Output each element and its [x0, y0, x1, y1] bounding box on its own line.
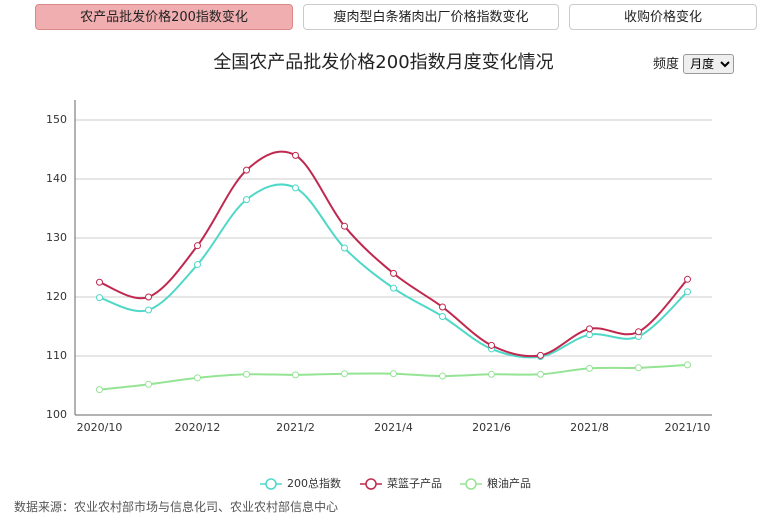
data-point: [390, 370, 397, 378]
data-point: [341, 244, 348, 252]
x-tick-label: 2021/4: [374, 421, 413, 434]
x-tick-label: 2021/10: [665, 421, 711, 434]
data-point: [341, 370, 348, 378]
data-point: [635, 328, 642, 336]
data-point: [145, 380, 152, 388]
legend-label: 粮油产品: [487, 476, 531, 490]
data-point: [684, 275, 691, 283]
data-point: [145, 306, 152, 314]
legend-marker: [365, 478, 377, 490]
data-point: [96, 278, 103, 286]
frequency-select[interactable]: 月度: [683, 54, 735, 74]
data-point: [439, 303, 446, 311]
y-tick-label: 140: [46, 172, 67, 185]
y-tick-label: 100: [46, 408, 67, 421]
tab[interactable]: 农产品批发价格200指数变化: [35, 4, 293, 30]
series-line: [99, 363, 688, 391]
x-tick-label: 2021/8: [570, 421, 609, 434]
y-tick-label: 150: [46, 113, 67, 126]
data-point: [586, 325, 593, 333]
tab[interactable]: 瘦肉型白条猪肉出厂价格指数变化: [303, 4, 559, 30]
y-tick-label: 120: [46, 290, 67, 303]
data-point: [439, 312, 446, 320]
data-point: [341, 222, 348, 230]
tab[interactable]: 收购价格变化: [569, 4, 757, 30]
y-tick-label: 130: [46, 231, 67, 244]
series-line: [99, 150, 689, 358]
data-point: [96, 294, 103, 302]
data-point: [537, 370, 544, 378]
data-point: [292, 151, 299, 159]
x-tick-label: 2021/6: [472, 421, 511, 434]
x-tick-label: 2021/2: [276, 421, 315, 434]
y-tick-label: 110: [46, 349, 67, 362]
frequency-label: 频度: [653, 57, 680, 72]
data-point: [439, 372, 446, 380]
data-point: [194, 374, 201, 382]
x-tick-label: 2020/10: [77, 421, 123, 434]
data-point: [243, 166, 250, 174]
legend-label: 菜篮子产品: [387, 476, 442, 490]
data-point: [243, 196, 250, 204]
data-point: [635, 364, 642, 372]
data-point: [292, 184, 299, 192]
legend-marker: [465, 478, 477, 490]
data-point: [586, 331, 593, 339]
frequency: 频度 月度: [653, 53, 735, 74]
data-point: [488, 370, 495, 378]
data-point: [96, 386, 103, 394]
data-point: [537, 351, 544, 359]
data-point: [684, 361, 691, 369]
legend-label: 200总指数: [287, 476, 341, 490]
data-point: [243, 370, 250, 378]
data-point: [292, 371, 299, 379]
data-point: [684, 288, 691, 296]
data-point: [145, 293, 152, 301]
x-tick-label: 2020/12: [175, 421, 221, 434]
data-point: [586, 364, 593, 372]
data-point: [194, 242, 201, 250]
source: 数据来源：农业农村部市场与信息化司、农业农村部信息中心: [14, 500, 339, 514]
legend-marker: [265, 478, 277, 490]
data-point: [194, 261, 201, 269]
data-point: [390, 269, 397, 277]
chart-title: 全国农产品批发价格200指数月度变化情况: [213, 52, 554, 73]
data-point: [488, 341, 495, 349]
data-point: [390, 284, 397, 292]
